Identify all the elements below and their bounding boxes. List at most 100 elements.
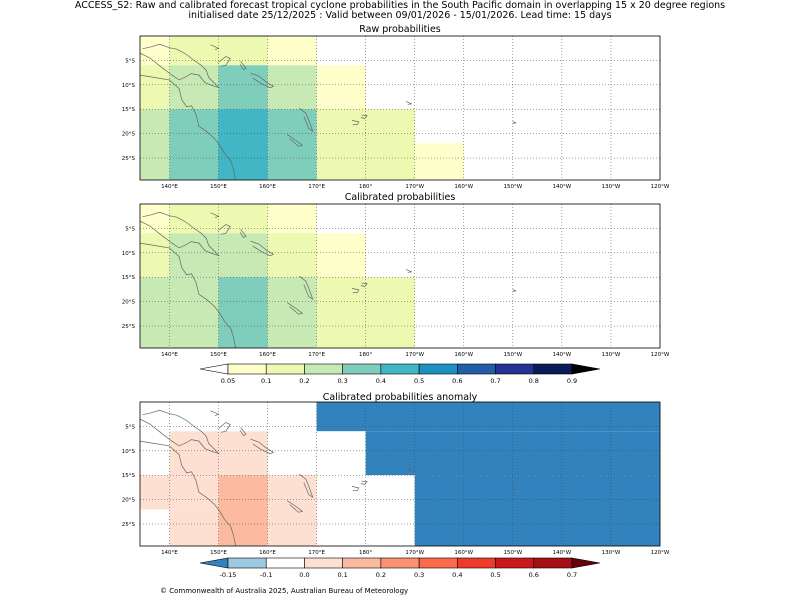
coastline xyxy=(299,473,314,499)
colorbar-tick-label: 0.6 xyxy=(452,377,462,385)
heatmap-cell xyxy=(267,36,317,66)
y-tick-label: 15°S xyxy=(122,107,136,113)
heatmap-cell xyxy=(218,475,268,546)
heatmap-cell xyxy=(267,109,317,180)
colorbar-tick-label: 0.2 xyxy=(376,571,386,579)
heatmap-cells xyxy=(140,36,464,180)
colorbar-tick-label: 0.4 xyxy=(452,571,462,579)
panel-frame xyxy=(139,35,661,181)
colorbar-tick-label: 0.7 xyxy=(567,571,577,579)
colorbar-segment xyxy=(265,363,305,375)
map-panel-2: 140°E 150°E 160°E 170°E 180° 170°W 160°W 150°W 1… xyxy=(122,401,670,556)
heatmap-cell xyxy=(169,109,219,180)
coastline xyxy=(287,500,304,513)
y-tick-label: 5°S xyxy=(125,424,135,430)
colorbar-tick-label: 0.7 xyxy=(490,377,500,385)
x-tick-label: 160°W xyxy=(454,184,473,190)
colorbar-tick-label: 0.8 xyxy=(529,377,539,385)
coastlines xyxy=(140,409,517,546)
colorbar-extend-high xyxy=(571,363,601,375)
colorbar-extend-low xyxy=(199,557,229,569)
panel-title-calibrated: Calibrated probabilities xyxy=(344,192,456,203)
colorbar-tick-label: 0.1 xyxy=(261,377,271,385)
heatmap-cell xyxy=(267,402,317,432)
coastline xyxy=(512,487,517,490)
colorbar-tick-label: 0.0 xyxy=(299,571,309,579)
heatmap-cell xyxy=(218,109,268,180)
colorbar-tick-label: 0.4 xyxy=(376,377,386,385)
colorbar-segment xyxy=(495,557,535,569)
coastline xyxy=(218,422,231,433)
colorbar-segment xyxy=(457,363,496,375)
colorbar-tick-label: -0.1 xyxy=(260,571,273,579)
heatmap-cell xyxy=(267,204,317,234)
heatmap-cell xyxy=(414,143,464,180)
coastline xyxy=(512,121,517,124)
colorbar-segment xyxy=(227,363,267,375)
x-tick-label: 150°E xyxy=(210,352,227,358)
x-tick-label: 170°E xyxy=(308,550,325,556)
heatmap-cell xyxy=(414,475,660,546)
coastline xyxy=(250,240,275,257)
map-panel-0: 140°E 150°E 160°E 170°E 180° 170°W 160°W 150°W 1… xyxy=(122,35,670,190)
y-tick-label: 10°S xyxy=(122,83,136,89)
panel-title-raw: Raw probabilities xyxy=(359,24,441,35)
heatmap-cell xyxy=(365,475,415,546)
heatmap-cell xyxy=(140,402,170,432)
colorbar-1: -0.15 -0.1 0.0 0.1 0.2 0.3 0.4 0.5 0.6 0.7 xyxy=(199,557,601,579)
x-tick-label: 140°W xyxy=(553,184,572,190)
heatmap-cell xyxy=(140,233,170,278)
x-tick-label: 170°W xyxy=(405,184,424,190)
x-tick-label: 130°W xyxy=(602,184,621,190)
y-tick-label: 20°S xyxy=(122,300,136,306)
y-tick-label: 25°S xyxy=(122,324,136,330)
x-tick-label: 160°W xyxy=(454,352,473,358)
x-tick-label: 120°W xyxy=(651,550,670,556)
colorbar-segment xyxy=(342,557,382,569)
y-tick-label: 15°S xyxy=(122,473,136,479)
colorbar-segment xyxy=(533,557,573,569)
coastline xyxy=(140,211,220,257)
heatmap-cell xyxy=(267,65,317,110)
coastlines xyxy=(140,211,517,348)
coastline xyxy=(140,409,220,455)
colorbar-segment xyxy=(533,363,573,375)
map-panel-1: 140°E 150°E 160°E 170°E 180° 170°W 160°W 150°W 1… xyxy=(122,203,670,358)
coastlines xyxy=(140,43,517,180)
x-tick-label: 170°E xyxy=(308,184,325,190)
coastline xyxy=(287,134,304,147)
x-tick-label: 180° xyxy=(359,184,372,190)
coastline xyxy=(299,107,314,133)
colorbar-tick-label: -0.15 xyxy=(220,571,237,579)
figure-title-line2: initialised date 25/12/2025 : Valid betw… xyxy=(188,10,612,21)
x-tick-label: 140°W xyxy=(553,550,572,556)
colorbar-segment xyxy=(457,557,496,569)
figure-title-line1: ACCESS_S2: Raw and calibrated forecast t… xyxy=(74,0,726,11)
heatmap-cell xyxy=(140,65,170,110)
y-tick-label: 15°S xyxy=(122,275,136,281)
x-tick-label: 160°E xyxy=(259,550,276,556)
colorbar-segment xyxy=(418,557,458,569)
colorbar-tick-label: 0.5 xyxy=(414,377,424,385)
heatmap-cell xyxy=(316,431,366,476)
x-tick-label: 120°W xyxy=(651,184,670,190)
y-tick-label: 10°S xyxy=(122,449,136,455)
heatmap-cell xyxy=(316,65,366,110)
coastline xyxy=(405,269,412,273)
x-tick-label: 150°E xyxy=(210,550,227,556)
colorbar-segment xyxy=(495,363,535,375)
coastline xyxy=(351,120,360,126)
x-tick-label: 150°W xyxy=(503,550,522,556)
colorbar-tick-label: 0.3 xyxy=(414,571,424,579)
panel-frame xyxy=(139,401,661,547)
x-tick-label: 140°E xyxy=(161,550,178,556)
colorbar-segment xyxy=(265,557,305,569)
x-tick-label: 140°E xyxy=(161,352,178,358)
colorbar-extend-high xyxy=(571,557,601,569)
colorbar-tick-label: 0.5 xyxy=(490,571,500,579)
coastline xyxy=(218,224,231,235)
heatmap-cell xyxy=(140,475,219,510)
heatmap-cell xyxy=(218,65,268,110)
coastline xyxy=(351,486,360,492)
y-tick-label: 5°S xyxy=(125,226,135,232)
